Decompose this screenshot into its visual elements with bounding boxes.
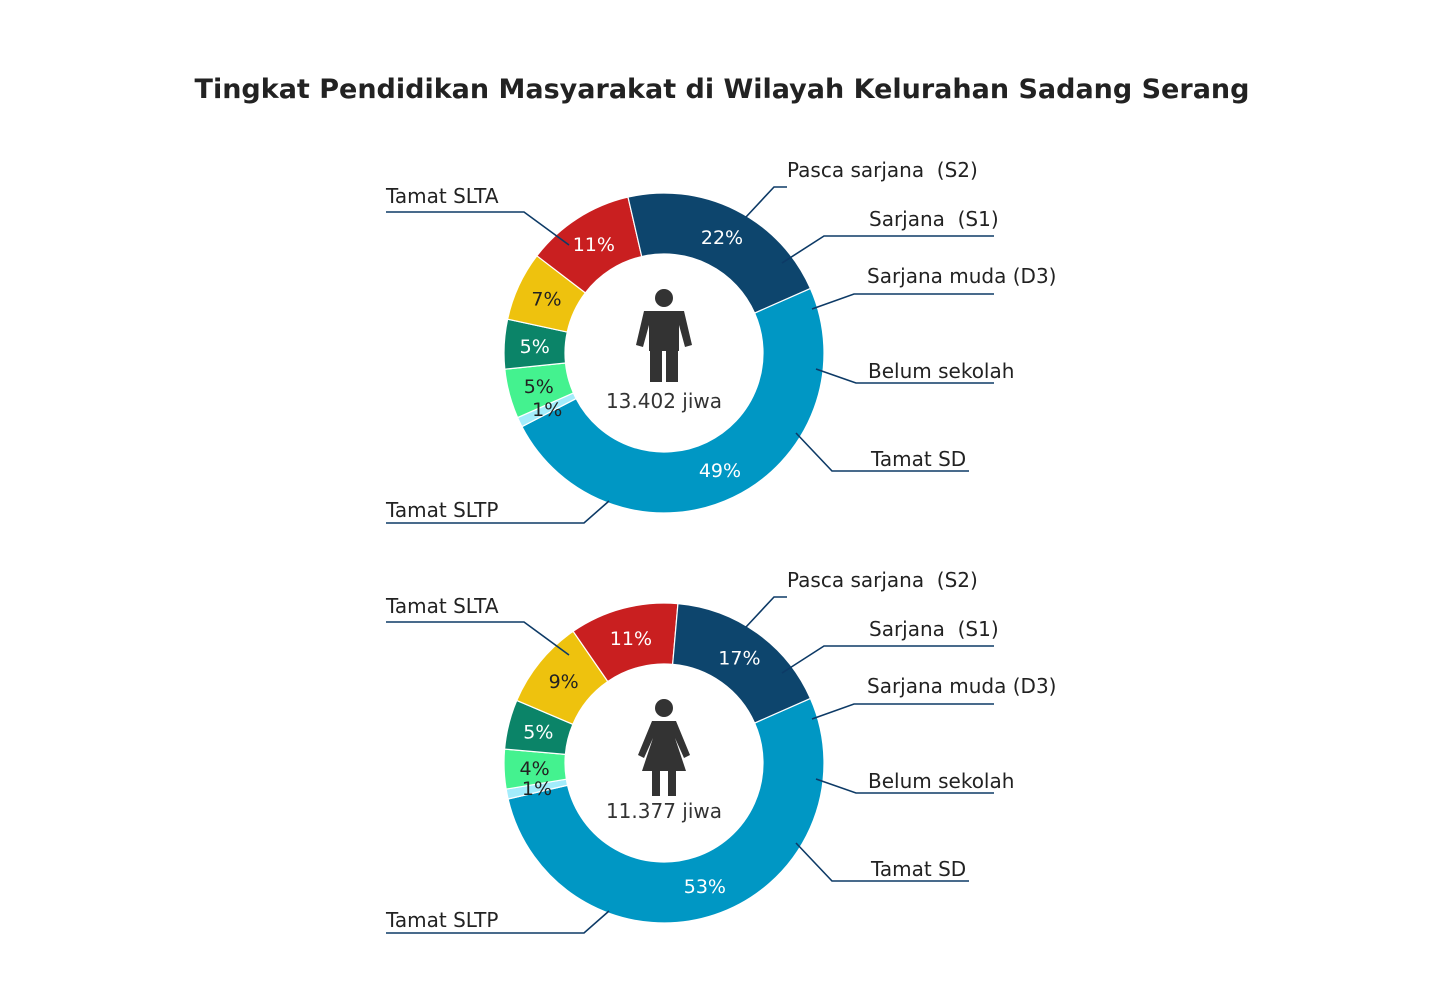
category-label-tamat-slta: Tamat SLTA (385, 594, 499, 618)
category-label-sarjana-s1: Sarjana (S1) (869, 617, 999, 641)
value-label-pasca-sarjana-s2: 1% (532, 399, 562, 421)
leader-line-tamat-sltp (386, 910, 610, 934)
value-label-tamat-slta: 53% (684, 876, 726, 898)
leader-line-belum-sekolah (815, 368, 994, 384)
leader-line-tamat-sd (795, 432, 969, 472)
total-population-label: 11.377 jiwa (606, 799, 722, 823)
donut-chart-female: 53% 1%4% 5% 9% 11% 17% Tamat SLTA Pasca sarjana… (385, 568, 1056, 934)
value-label-tamat-slta: 49% (699, 460, 741, 482)
leader-line-tamat-sltp (386, 500, 610, 524)
value-label-sarjana-s1: 5% (524, 376, 554, 398)
value-label-belum-sekolah: 7% (531, 289, 561, 311)
slice-value-labels: 49%1%5%5%7%11% 22% (520, 227, 743, 482)
category-label-tamat-sd: Tamat SD (870, 447, 966, 471)
donut-slices (503, 192, 825, 514)
value-label-tamat-sd: 11% (573, 234, 615, 256)
value-label-sarjana-muda-d3: 5% (520, 336, 550, 358)
male-person-icon (636, 289, 692, 382)
leader-line-tamat-sd (795, 842, 969, 882)
category-label-belum-sekolah: Belum sekolah (868, 769, 1014, 793)
category-label-sarjana-muda-d3: Sarjana muda (D3) (867, 674, 1056, 698)
value-label-tamat-sd: 11% (610, 628, 652, 650)
leader-line-belum-sekolah (815, 778, 994, 794)
donut-slices (503, 602, 825, 924)
category-label-tamat-sltp: Tamat SLTP (385, 498, 498, 522)
female-person-icon (638, 699, 690, 796)
slice-tamat-slta (521, 287, 825, 514)
category-label-tamat-slta: Tamat SLTA (385, 184, 499, 208)
leader-line-sarjana-muda-d3 (811, 293, 994, 310)
leader-line-sarjana-muda-d3 (811, 703, 994, 720)
leader-line-sarjana-s1 (781, 645, 994, 674)
leader-line-pasca-sarjana-s2 (745, 596, 787, 628)
value-label-belum-sekolah: 9% (549, 671, 579, 693)
category-label-belum-sekolah: Belum sekolah (868, 359, 1014, 383)
value-label-sarjana-s1: 4% (520, 758, 550, 780)
leader-line-tamat-slta (386, 211, 570, 246)
total-population-label: 13.402 jiwa (606, 389, 722, 413)
category-label-sarjana-muda-d3: Sarjana muda (D3) (867, 264, 1056, 288)
slice-value-labels: 53% 1%4% 5% 9% 11% 17% (520, 628, 761, 898)
slice-tamat-sltp (671, 602, 812, 724)
value-label-tamat-sltp: 17% (718, 648, 760, 670)
chart-title: Tingkat Pendidikan Masyarakat di Wilayah… (195, 74, 1250, 105)
slice-tamat-sltp (627, 192, 812, 314)
leader-line-tamat-slta (386, 621, 570, 656)
category-label-sarjana-s1: Sarjana (S1) (869, 207, 999, 231)
value-label-pasca-sarjana-s2: 1% (522, 778, 552, 800)
category-label-tamat-sltp: Tamat SLTP (385, 908, 498, 932)
leader-line-pasca-sarjana-s2 (745, 186, 787, 218)
slice-tamat-slta (507, 697, 825, 924)
leader-line-sarjana-s1 (781, 235, 994, 264)
value-label-tamat-sltp: 22% (701, 227, 743, 249)
category-label-tamat-sd: Tamat SD (870, 857, 966, 881)
value-label-sarjana-muda-d3: 5% (523, 722, 553, 744)
category-label-pasca-sarjana-s2: Pasca sarjana (S2) (787, 568, 978, 592)
category-label-pasca-sarjana-s2: Pasca sarjana (S2) (787, 158, 978, 182)
